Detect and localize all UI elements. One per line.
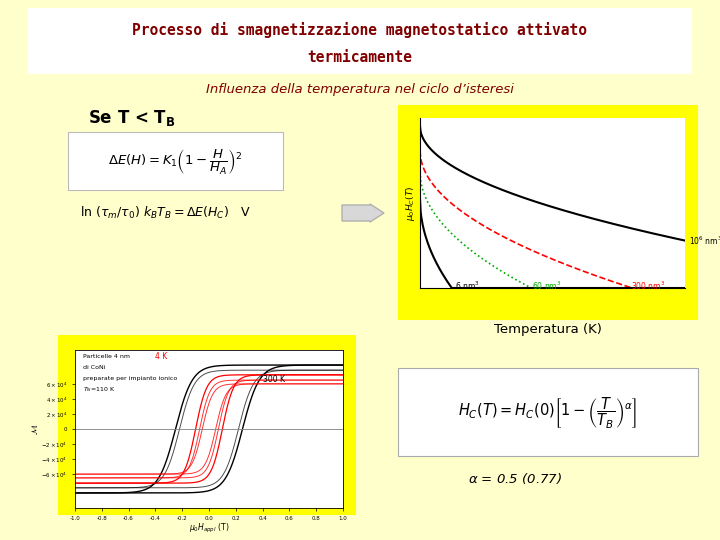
Y-axis label: $\mu_0 H_C(T)$: $\mu_0 H_C(T)$ [404, 185, 417, 221]
Text: Se T < T$_\mathregular{B}$: Se T < T$_\mathregular{B}$ [88, 108, 176, 128]
Text: $\alpha$ = 0.5 (0.77): $\alpha$ = 0.5 (0.77) [468, 470, 562, 485]
X-axis label: $\mu_0 H_{appl}$ (T): $\mu_0 H_{appl}$ (T) [189, 522, 229, 535]
Text: 300 K: 300 K [263, 375, 284, 383]
Bar [398, 368, 698, 456]
Text: Particelle 4 nm: Particelle 4 nm [83, 354, 130, 359]
Text: $H_C(T) = H_C(0)\left[1 - \left(\dfrac{T}{T_B}\right)^\alpha\right]$: $H_C(T) = H_C(0)\left[1 - \left(\dfrac{T… [459, 395, 637, 430]
Text: Processo di smagnetizzazione magnetostatico attivato: Processo di smagnetizzazione magnetostat… [132, 22, 588, 38]
Bar [28, 8, 692, 74]
Text: $10^6$ nm$^3$: $10^6$ nm$^3$ [689, 234, 720, 247]
Text: Temperatura (K): Temperatura (K) [494, 323, 602, 336]
Text: 300 nm$^3$: 300 nm$^3$ [631, 280, 665, 293]
Text: $\Delta E(H) = K_1 \left(1 - \dfrac{H}{H_A}\right)^2$: $\Delta E(H) = K_1 \left(1 - \dfrac{H}{H… [108, 147, 242, 177]
Text: 60 nm$^3$: 60 nm$^3$ [532, 280, 562, 292]
Text: termicamente: termicamente [307, 50, 413, 64]
Text: Influenza della temperatura nel ciclo d’isteresi: Influenza della temperatura nel ciclo d’… [206, 84, 514, 97]
Bar [58, 335, 356, 515]
Bar [68, 132, 283, 190]
Bar [398, 105, 698, 320]
Text: ln $(\tau_m/\tau_0)$ $k_B T_B = \Delta E(H_C)$   V: ln $(\tau_m/\tau_0)$ $k_B T_B = \Delta E… [80, 205, 251, 221]
Y-axis label: $\mathcal{M}$: $\mathcal{M}$ [30, 423, 40, 435]
Text: preparate per impianto ionico: preparate per impianto ionico [83, 376, 177, 381]
FancyArrow shape [342, 204, 384, 222]
Text: 4 K: 4 K [156, 353, 168, 361]
Text: di CoNi: di CoNi [83, 365, 106, 370]
Text: $T_N$=110 K: $T_N$=110 K [83, 385, 116, 394]
Text: 6 nm$^3$: 6 nm$^3$ [455, 280, 480, 293]
